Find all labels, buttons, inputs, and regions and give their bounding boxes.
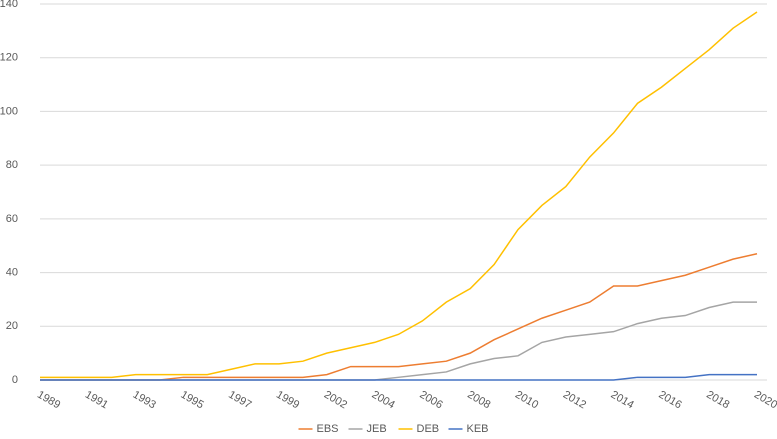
x-tick-label: 1989	[35, 389, 62, 412]
x-tick-label: 2012	[561, 389, 588, 412]
y-tick-label: 80	[6, 159, 18, 171]
x-tick-label: 2016	[656, 389, 683, 412]
x-tick-label: 2018	[704, 389, 731, 412]
y-tick-label: 140	[0, 0, 18, 10]
x-tick-label: 1991	[83, 389, 110, 412]
legend-label: KEB	[467, 423, 489, 434]
x-tick-label: 1995	[178, 389, 205, 412]
x-tick-label: 1997	[226, 389, 253, 412]
legend-label: EBS	[317, 423, 339, 434]
x-tick-label: 2004	[370, 389, 397, 412]
y-tick-label: 100	[0, 105, 18, 117]
x-tick-label: 2002	[322, 389, 349, 412]
legend-label: DEB	[417, 423, 440, 434]
x-tick-label: 2014	[609, 389, 636, 412]
legend-label: JEB	[367, 423, 387, 434]
x-tick-label: 1993	[131, 389, 158, 412]
y-tick-label: 60	[6, 213, 18, 225]
x-tick-label: 2008	[465, 389, 492, 412]
x-tick-label: 2020	[752, 389, 777, 412]
y-tick-label: 20	[6, 320, 18, 332]
line-series	[40, 373, 757, 381]
line-series	[40, 301, 757, 381]
y-tick-label: 40	[6, 266, 18, 278]
line-series	[40, 11, 758, 379]
x-tick-label: 1999	[274, 389, 301, 412]
x-tick-label: 2006	[417, 389, 444, 412]
y-tick-label: 120	[0, 52, 18, 64]
x-tick-label: 2010	[513, 389, 540, 412]
y-tick-label: 0	[12, 374, 18, 386]
